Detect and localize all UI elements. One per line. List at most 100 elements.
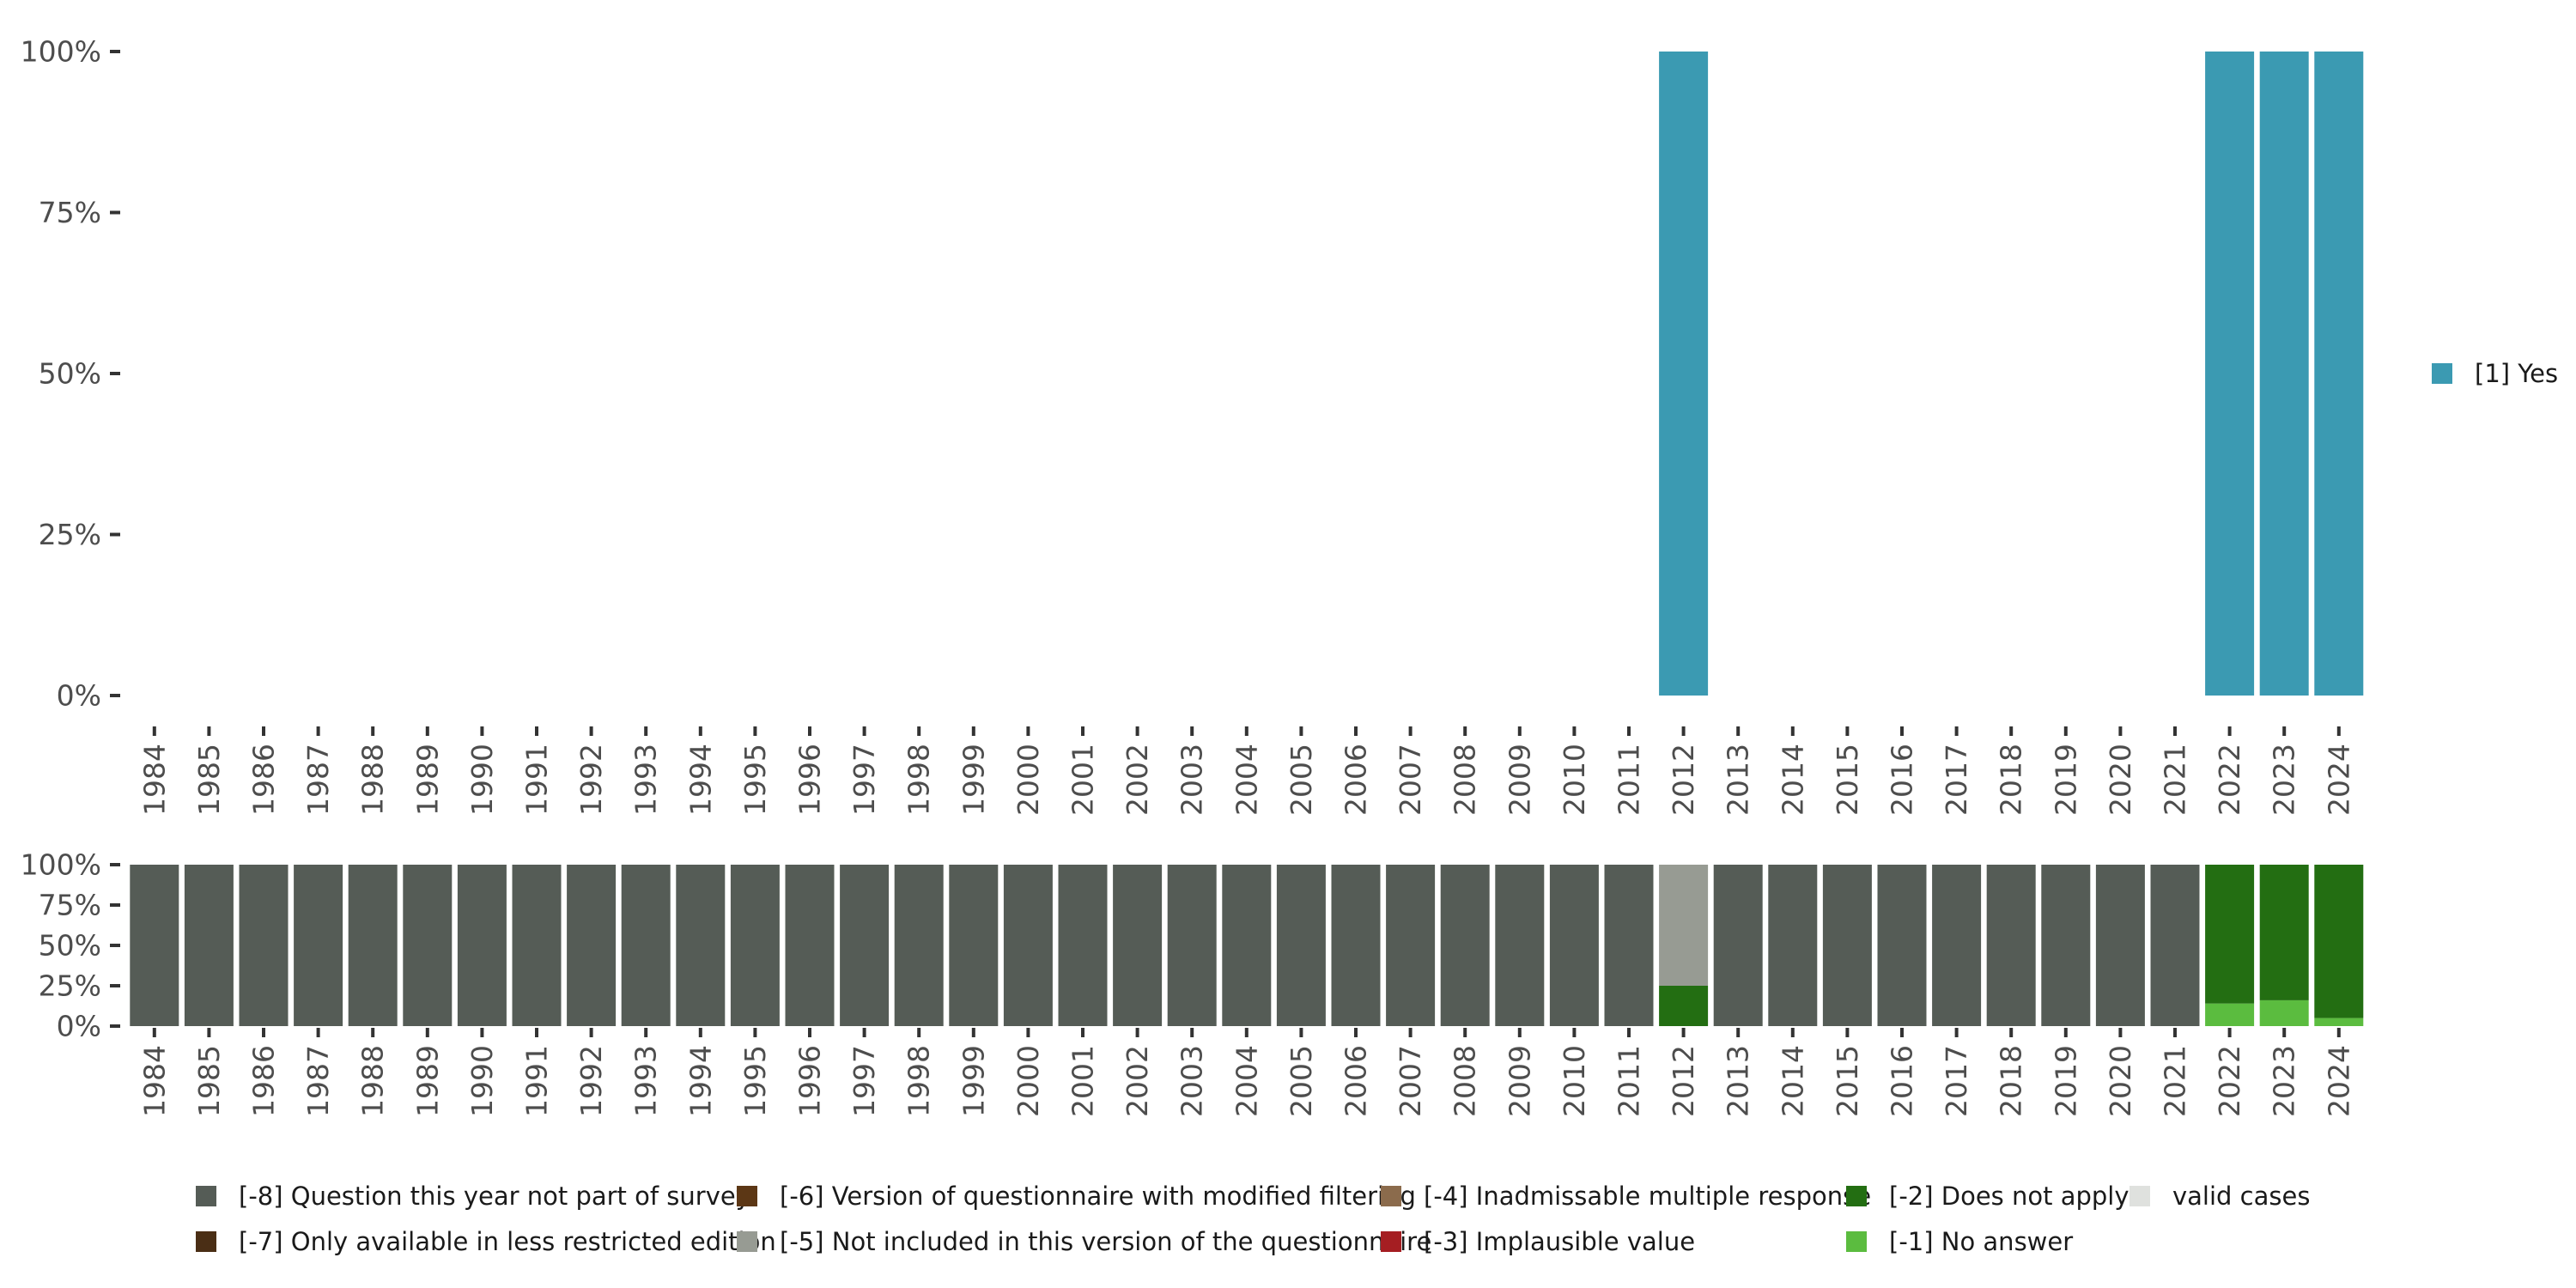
x-tick-label-1996: 1996 — [793, 1045, 827, 1117]
x-tick-label-1988: 1988 — [356, 744, 390, 816]
x-tick-label-2011: 2011 — [1613, 1045, 1646, 1117]
bar-2010-8-question-this-year-not-part-of-survey — [1549, 865, 1599, 1026]
legend-swatch-1-yes — [2432, 363, 2452, 384]
y-tick-label: 50% — [39, 929, 101, 963]
bar-2017-8-question-this-year-not-part-of-survey — [1932, 865, 1982, 1026]
legend-label-1-no-answer: [-1] No answer — [1889, 1227, 2073, 1256]
bar-1996-8-question-this-year-not-part-of-survey — [785, 865, 835, 1026]
x-tick-label-2013: 2013 — [1722, 744, 1755, 816]
bar-2014-8-question-this-year-not-part-of-survey — [1768, 865, 1818, 1026]
legend-label-3-implausible-value: [-3] Implausible value — [1424, 1227, 1695, 1256]
x-tick-label-2012: 2012 — [1667, 1045, 1700, 1117]
bar-2024-2-does-not-apply — [2314, 865, 2364, 1018]
x-tick-label-2002: 2002 — [1121, 744, 1154, 816]
x-tick-label-1984: 1984 — [137, 744, 171, 816]
bar-1997-8-question-this-year-not-part-of-survey — [840, 865, 890, 1026]
x-tick-label-2023: 2023 — [2268, 1045, 2301, 1117]
bar-2012-1-yes — [1659, 52, 1709, 696]
x-tick-label-2024: 2024 — [2322, 744, 2355, 816]
x-tick-label-1995: 1995 — [738, 744, 772, 816]
x-tick-label-2018: 2018 — [1995, 744, 2028, 816]
x-tick-label-1991: 1991 — [520, 744, 554, 816]
x-tick-label-2001: 2001 — [1066, 1045, 1100, 1117]
bar-2023-1-yes — [2259, 52, 2309, 696]
bar-2023-1-no-answer — [2259, 999, 2309, 1026]
bar-1991-8-question-this-year-not-part-of-survey — [512, 865, 562, 1026]
x-tick-label-2009: 2009 — [1503, 744, 1536, 816]
bar-1987-8-question-this-year-not-part-of-survey — [294, 865, 343, 1026]
y-tick-label: 100% — [21, 848, 101, 882]
bar-2020-8-question-this-year-not-part-of-survey — [2095, 865, 2145, 1026]
bottom-chart: 0% 25% 50% 75% 100% 1984 1985 1986 1987 1988 1989 1… — [21, 848, 2364, 1117]
x-tick-label-2022: 2022 — [2213, 1045, 2246, 1117]
bar-2022-1-no-answer — [2205, 1003, 2255, 1026]
bar-2002-8-question-this-year-not-part-of-survey — [1113, 865, 1163, 1026]
bar-2024-1-yes — [2314, 52, 2364, 696]
x-tick-label-2009: 2009 — [1503, 1045, 1536, 1117]
bar-2021-8-question-this-year-not-part-of-survey — [2150, 865, 2200, 1026]
bar-2004-8-question-this-year-not-part-of-survey — [1222, 865, 1272, 1026]
x-tick-label-2011: 2011 — [1613, 744, 1646, 816]
bar-2005-8-question-this-year-not-part-of-survey — [1276, 865, 1326, 1026]
bar-2001-8-question-this-year-not-part-of-survey — [1058, 865, 1108, 1026]
x-tick-label-1999: 1999 — [957, 1045, 990, 1117]
x-tick-label-1999: 1999 — [957, 744, 990, 816]
x-tick-label-1992: 1992 — [574, 744, 608, 816]
x-tick-label-1986: 1986 — [247, 1045, 281, 1117]
bar-2006-8-question-this-year-not-part-of-survey — [1331, 865, 1381, 1026]
x-tick-label-2012: 2012 — [1667, 744, 1700, 816]
top-chart: 0% 25% 50% 75% 100% 1984 1985 1986 1987 1988 1989 1… — [21, 35, 2364, 816]
bar-1984-8-question-this-year-not-part-of-survey — [130, 865, 179, 1026]
bar-1985-8-question-this-year-not-part-of-survey — [184, 865, 234, 1026]
x-tick-label-1997: 1997 — [848, 1045, 881, 1117]
bar-1990-8-question-this-year-not-part-of-survey — [457, 865, 507, 1026]
x-tick-label-2010: 2010 — [1558, 744, 1591, 816]
legend-swatch-2-does-not-apply — [1846, 1186, 1867, 1206]
x-tick-label-2006: 2006 — [1340, 744, 1373, 816]
x-tick-label-2005: 2005 — [1285, 744, 1318, 816]
x-tick-label-1998: 1998 — [902, 1045, 936, 1117]
bar-2007-8-question-this-year-not-part-of-survey — [1386, 865, 1436, 1026]
legend-swatch-3-implausible-value — [1381, 1231, 1401, 1252]
bar-1998-8-question-this-year-not-part-of-survey — [894, 865, 944, 1026]
x-tick-label-1997: 1997 — [848, 744, 881, 816]
x-tick-label-2003: 2003 — [1176, 1045, 1209, 1117]
bar-2003-8-question-this-year-not-part-of-survey — [1167, 865, 1217, 1026]
top-legend: [1] Yes — [2432, 359, 2558, 388]
bar-2023-2-does-not-apply — [2259, 865, 2309, 1000]
x-tick-label-2006: 2006 — [1340, 1045, 1373, 1117]
x-tick-label-2015: 2015 — [1831, 744, 1864, 816]
x-tick-label-2023: 2023 — [2268, 744, 2301, 816]
legend-swatch-7-only-available-in-less-restricted-edition — [196, 1231, 216, 1252]
x-tick-label-2024: 2024 — [2322, 1045, 2355, 1117]
x-tick-label-1985: 1985 — [192, 744, 226, 816]
y-tick-label: 75% — [39, 196, 101, 229]
bar-2024-1-no-answer — [2314, 1018, 2364, 1026]
x-tick-label-2002: 2002 — [1121, 1045, 1154, 1117]
x-tick-label-2014: 2014 — [1776, 744, 1809, 816]
x-tick-label-2017: 2017 — [1940, 744, 1973, 816]
legend-swatch-8-question-this-year-not-part-of-survey — [196, 1186, 216, 1206]
y-tick-label: 0% — [57, 1010, 101, 1043]
x-tick-label-2022: 2022 — [2213, 744, 2246, 816]
bar-2022-2-does-not-apply — [2205, 865, 2255, 1004]
x-tick-label-1986: 1986 — [247, 744, 281, 816]
x-tick-label-1992: 1992 — [574, 1045, 608, 1117]
legend-label-1-yes: [1] Yes — [2475, 359, 2558, 388]
x-tick-label-1998: 1998 — [902, 744, 936, 816]
y-tick-label: 0% — [57, 679, 101, 713]
x-tick-label-2000: 2000 — [1012, 744, 1045, 816]
x-tick-label-1987: 1987 — [301, 744, 335, 816]
bar-2019-8-question-this-year-not-part-of-survey — [2041, 865, 2091, 1026]
x-tick-label-2020: 2020 — [2104, 1045, 2137, 1117]
legend-swatch-valid-cases — [2129, 1186, 2150, 1206]
x-tick-label-1984: 1984 — [137, 1045, 171, 1117]
x-tick-label-2007: 2007 — [1394, 744, 1427, 816]
x-tick-label-1994: 1994 — [683, 744, 717, 816]
legend-swatch-4-inadmissable-multiple-response — [1381, 1186, 1401, 1206]
y-tick-label: 50% — [39, 357, 101, 391]
x-tick-label-1985: 1985 — [192, 1045, 226, 1117]
x-tick-label-1993: 1993 — [629, 1045, 663, 1117]
bar-2013-8-question-this-year-not-part-of-survey — [1713, 865, 1763, 1026]
